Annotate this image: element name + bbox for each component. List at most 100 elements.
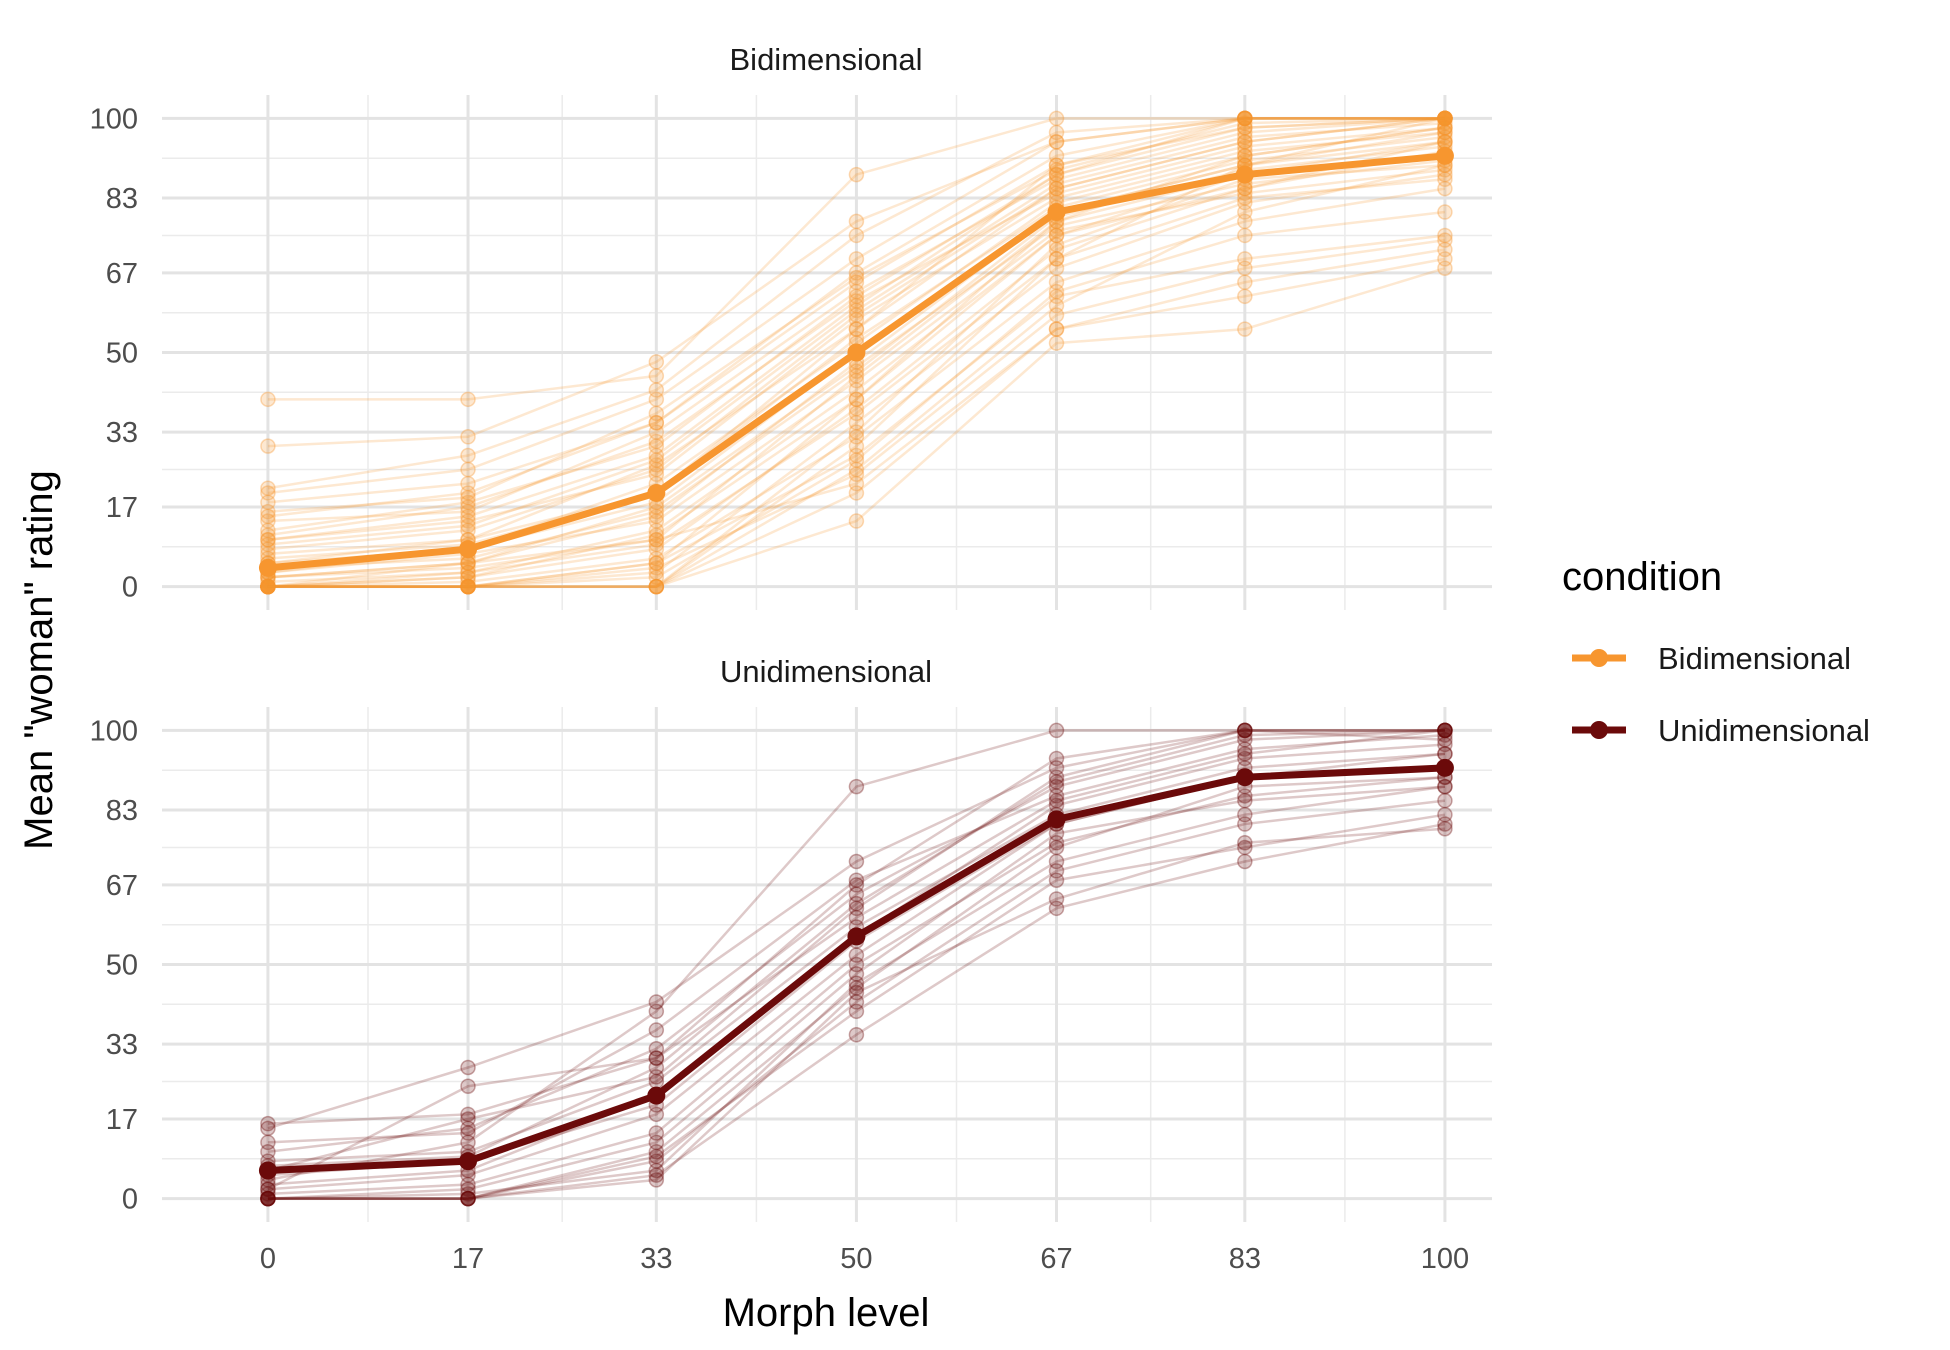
individual-point xyxy=(1048,835,1065,851)
individual-point xyxy=(1237,732,1253,748)
individual-point xyxy=(648,532,665,548)
individual-point xyxy=(260,578,276,595)
individual-point xyxy=(648,527,665,543)
individual-point xyxy=(848,909,865,926)
individual-line xyxy=(267,187,1446,588)
individual-point xyxy=(848,975,865,991)
individual-line xyxy=(267,117,1445,518)
individual-point xyxy=(1437,722,1453,739)
individual-point xyxy=(648,1050,665,1066)
individual-line xyxy=(267,733,1446,1144)
individual-point xyxy=(648,578,665,595)
individual-point xyxy=(1437,110,1453,127)
individual-point xyxy=(1048,750,1065,767)
individual-point xyxy=(460,1111,476,1127)
individual-point xyxy=(460,578,476,595)
individual-point xyxy=(1048,166,1065,183)
individual-point xyxy=(460,564,476,581)
individual-point xyxy=(848,400,865,417)
individual-point xyxy=(648,466,665,482)
individual-point xyxy=(848,251,865,267)
y-tick-label: 0 xyxy=(122,572,138,604)
y-tick-label: 33 xyxy=(106,417,138,449)
individual-point xyxy=(1237,148,1253,164)
individual-point xyxy=(260,438,276,454)
individual-point xyxy=(1437,110,1453,127)
individual-point xyxy=(1048,872,1065,888)
individual-point xyxy=(1237,722,1253,739)
individual-point xyxy=(460,555,476,571)
individual-point xyxy=(648,391,665,408)
individual-point xyxy=(260,578,276,595)
individual-line xyxy=(267,210,1446,588)
individual-point xyxy=(1048,227,1065,244)
individual-point xyxy=(648,405,665,422)
individual-point xyxy=(848,466,865,482)
mean-point xyxy=(1435,146,1454,165)
mean-point xyxy=(647,483,666,502)
individual-point xyxy=(1048,162,1065,178)
individual-point xyxy=(1237,260,1253,276)
individual-point xyxy=(1237,110,1253,127)
individual-line xyxy=(267,121,1446,546)
individual-line xyxy=(267,117,1445,490)
individual-point xyxy=(848,293,865,309)
individual-line xyxy=(267,752,1446,1163)
mean-point xyxy=(258,558,277,577)
individual-point xyxy=(1437,806,1453,823)
individual-line xyxy=(267,785,1446,1200)
panel-unidimensional: Unidimensional 0 17 33 50 67 83 100 xyxy=(90,654,1492,1222)
individual-point xyxy=(460,447,476,464)
individual-point xyxy=(848,485,865,501)
individual-point xyxy=(848,424,865,440)
individual-point xyxy=(1048,274,1065,291)
individual-point xyxy=(848,947,865,963)
individual-point xyxy=(460,1181,476,1197)
individual-point xyxy=(1048,283,1065,300)
individual-point xyxy=(260,1186,276,1202)
individual-point xyxy=(648,578,665,595)
individual-point xyxy=(460,517,476,534)
mean-point xyxy=(647,1086,666,1105)
individual-point xyxy=(648,1167,665,1183)
individual-point xyxy=(848,307,865,323)
x-tick-label: 83 xyxy=(1229,1243,1261,1275)
individual-line xyxy=(267,799,1446,1200)
individual-point xyxy=(848,452,865,468)
individual-point xyxy=(848,461,865,478)
y-tick-label: 0 xyxy=(122,1184,138,1216)
individual-point xyxy=(848,475,865,492)
individual-point xyxy=(260,503,276,520)
individual-point xyxy=(1437,722,1453,739)
individual-point xyxy=(460,1190,476,1207)
individual-point xyxy=(1237,746,1253,762)
individual-point xyxy=(260,1190,276,1207)
individual-point xyxy=(848,447,865,464)
legend-title: condition xyxy=(1562,555,1722,599)
individual-line xyxy=(267,827,1446,1200)
individual-point xyxy=(260,1181,276,1197)
individual-point xyxy=(1048,157,1065,173)
individual-point xyxy=(1437,110,1453,127)
mean-point xyxy=(459,1152,478,1171)
individual-line xyxy=(267,729,1445,1172)
individual-point xyxy=(848,778,865,795)
individual-point xyxy=(848,302,865,319)
individual-point xyxy=(1437,722,1453,739)
individual-line xyxy=(267,126,1446,588)
individual-point xyxy=(848,438,865,454)
individual-point xyxy=(1048,166,1065,183)
individual-point xyxy=(848,372,865,389)
individual-point xyxy=(460,578,476,595)
individual-line xyxy=(267,117,1446,588)
individual-line xyxy=(267,178,1446,584)
individual-point xyxy=(1237,722,1253,739)
individual-point xyxy=(1048,251,1065,267)
legend-label: Bidimensional xyxy=(1658,641,1851,676)
individual-point xyxy=(848,429,865,445)
mean-point xyxy=(1047,203,1066,222)
individual-point xyxy=(1048,180,1065,197)
x-axis-title: Morph level xyxy=(723,1291,930,1335)
y-tick-label: 50 xyxy=(106,338,138,370)
y-tick-label: 67 xyxy=(106,870,138,902)
